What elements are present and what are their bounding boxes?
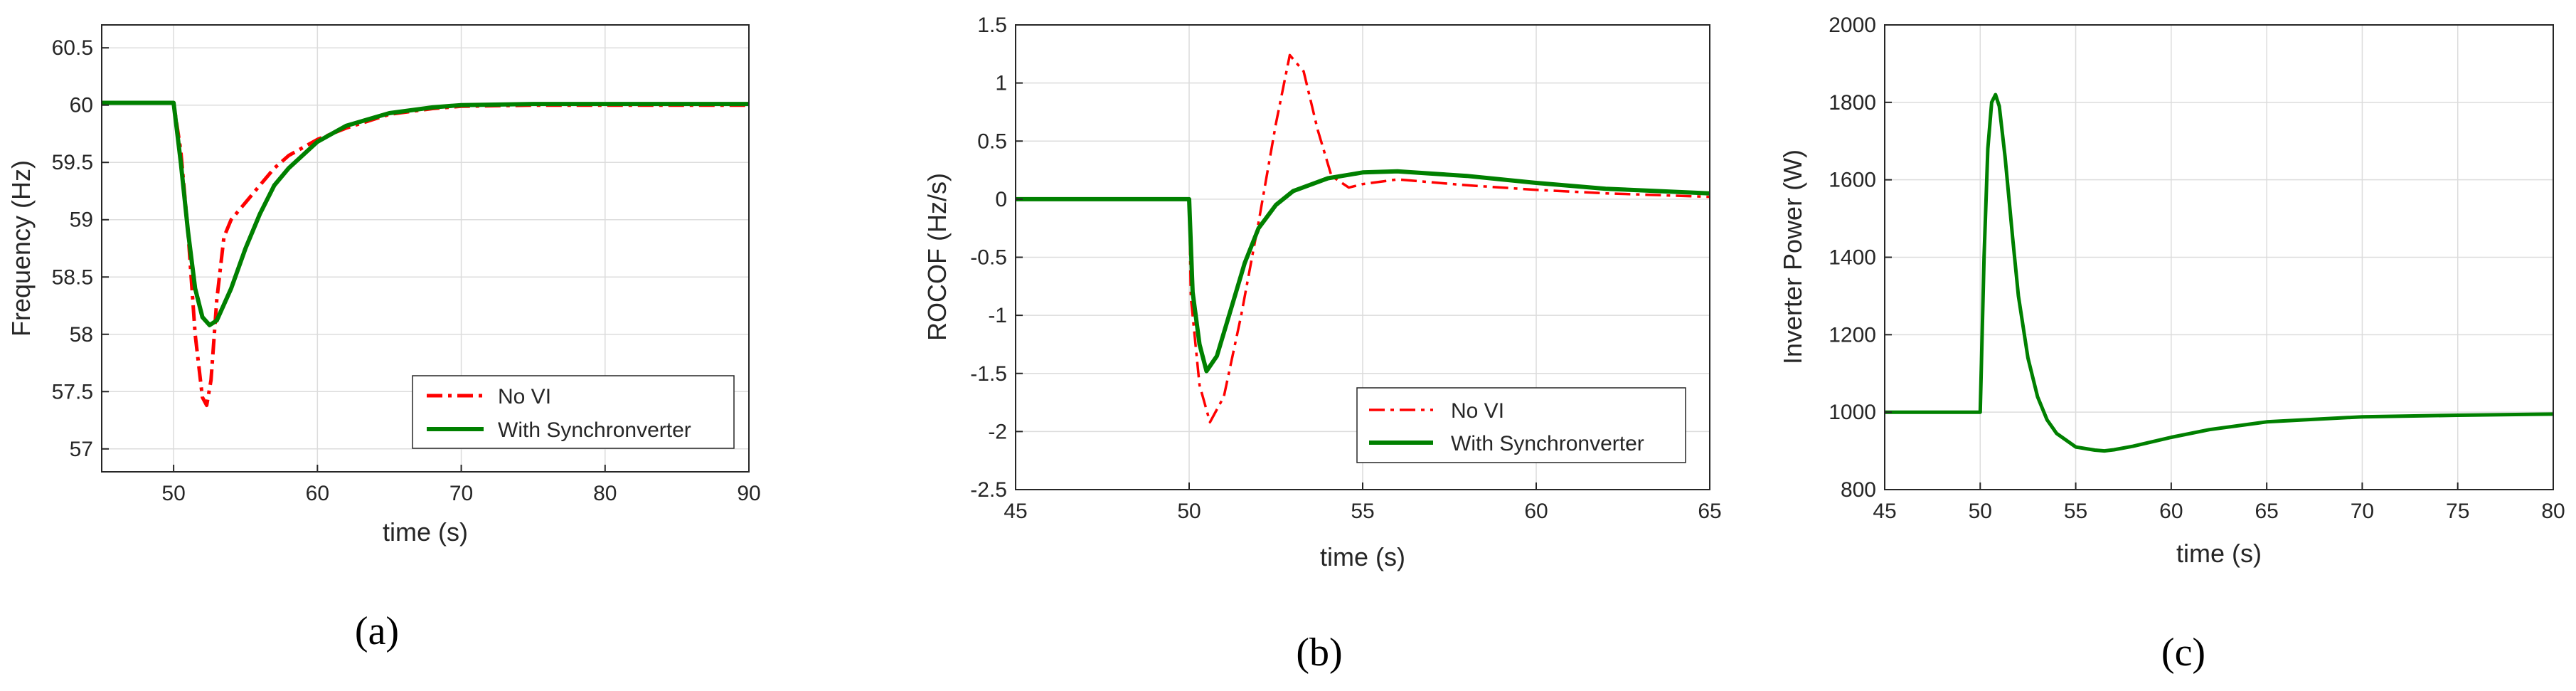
chart-a-ytick-label: 59.5 [52, 151, 93, 174]
chart-c-xtick-label: 80 [2541, 500, 2565, 523]
chart-c-ytick-label: 1400 [1829, 246, 1876, 270]
panel-label-a: (a) [355, 609, 399, 653]
chart-b-series [1016, 53, 1710, 424]
chart-b-ylabel: ROCOF (Hz/s) [922, 173, 952, 341]
chart-a-ytick-label: 60 [70, 94, 93, 117]
chart-b-xtick-label: 65 [1698, 500, 1721, 523]
chart-b-xtick-label: 55 [1351, 500, 1374, 523]
chart-a-series [102, 100, 749, 408]
chart-b-series-with-synchronverter-line [1016, 169, 1710, 374]
chart-b-legend-label-no-vi: No VI [1451, 399, 1504, 423]
panel-label-c: (c) [2161, 631, 2205, 675]
chart-c-ytick-label: 1200 [1829, 323, 1876, 347]
chart-c-ytick-label: 1800 [1829, 91, 1876, 115]
chart-a-ytick-label: 58.5 [52, 265, 93, 289]
chart-c-xtick-label: 50 [1969, 500, 1992, 523]
chart-a-ytick-label: 58 [70, 323, 93, 347]
chart-b-ytick-label: 0 [995, 188, 1007, 211]
chart-a-xtick-label: 70 [449, 482, 473, 505]
chart-a-grid [102, 25, 750, 472]
chart-a: 50 60 70 80 90 57 57.5 58 58.5 59 59.5 60 60.5 time … [6, 24, 761, 653]
chart-b-ytick-label: -2 [988, 420, 1007, 443]
chart-a-legend-label-no-vi: No VI [498, 385, 551, 408]
chart-a-legend: No VI With Synchronverter [412, 375, 735, 449]
chart-a-series-with-synchronverter-line [102, 100, 749, 327]
chart-c-xtick-label: 70 [2351, 500, 2374, 523]
chart-c-ylabel: Inverter Power (W) [1778, 149, 1807, 364]
chart-a-xtick-label: 90 [737, 482, 760, 505]
chart-b-ytick-label: 1 [995, 72, 1007, 95]
chart-c-ticks: 45 50 55 60 65 70 75 80 800 1000 1200 1400 1600 1800 2… [1829, 14, 2565, 523]
chart-a-ytick-label: 57 [70, 438, 93, 461]
chart-a-axes-box [101, 24, 750, 473]
chart-b-ticks: 45 50 55 60 65 -2.5 -2 -1.5 -1 -0.5 0 0.5 1 1.5 [970, 14, 1721, 523]
chart-b-xtick-label: 50 [1177, 500, 1201, 523]
chart-c-series [1885, 93, 2554, 453]
chart-c-xtick-label: 60 [2159, 500, 2183, 523]
chart-b-series-no-vi-line [1016, 53, 1710, 424]
chart-b-ytick-label: -0.5 [970, 246, 1007, 270]
chart-b-legend: No VI With Synchronverter [1356, 387, 1686, 463]
panel-label-b: (b) [1296, 631, 1342, 675]
chart-b: 45 50 55 60 65 -2.5 -2 -1.5 -1 -0.5 0 0.5 1 1.5 time … [922, 14, 1722, 675]
chart-b-ytick-label: 1.5 [977, 14, 1007, 37]
chart-a-ytick-label: 59 [70, 209, 93, 232]
chart-b-ytick-label: -1.5 [970, 362, 1007, 386]
chart-c-ytick-label: 2000 [1829, 14, 1876, 37]
chart-b-xlabel: time (s) [1320, 542, 1405, 571]
chart-a-legend-label-synchronverter: With Synchronverter [498, 418, 691, 442]
chart-c-xlabel: time (s) [2176, 539, 2262, 568]
chart-a-ticks: 50 60 70 80 90 57 57.5 58 58.5 59 59.5 60 60.5 [52, 36, 761, 505]
chart-a-xtick-label: 50 [161, 482, 185, 505]
chart-b-ytick-label: -1 [988, 304, 1007, 327]
chart-c: 45 50 55 60 65 70 75 80 800 1000 1200 1400 1600 1800 2… [1778, 14, 2565, 675]
chart-a-ytick-label: 60.5 [52, 36, 93, 60]
chart-a-ylabel: Frequency (Hz) [6, 160, 36, 337]
chart-c-xtick-label: 55 [2064, 500, 2087, 523]
chart-c-ytick-label: 800 [1841, 478, 1876, 502]
chart-b-ytick-label: -2.5 [970, 478, 1007, 502]
chart-a-ytick-label: 57.5 [52, 380, 93, 403]
chart-c-series-inverter-power-line [1885, 93, 2554, 453]
chart-b-ytick-label: 0.5 [977, 130, 1007, 153]
chart-a-xtick-label: 60 [306, 482, 329, 505]
chart-c-xtick-label: 75 [2446, 500, 2469, 523]
chart-c-xtick-label: 65 [2255, 500, 2278, 523]
chart-b-xtick-label: 45 [1004, 500, 1027, 523]
chart-c-xtick-label: 45 [1873, 500, 1896, 523]
chart-c-ytick-label: 1000 [1829, 401, 1876, 424]
chart-a-xlabel: time (s) [383, 517, 468, 547]
chart-b-xtick-label: 60 [1524, 500, 1548, 523]
chart-c-ytick-label: 1600 [1829, 169, 1876, 192]
chart-b-legend-label-synchronverter: With Synchronverter [1451, 432, 1644, 455]
chart-a-xtick-label: 80 [593, 482, 617, 505]
